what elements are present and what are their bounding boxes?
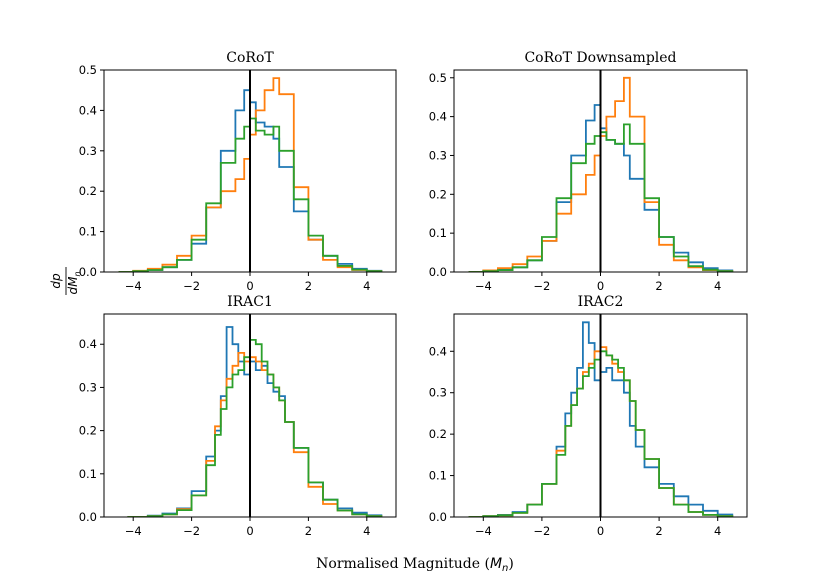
xlabel-close: ) (508, 556, 513, 572)
y-tick-label: 0.2 (429, 427, 447, 441)
x-tick-label: 2 (305, 524, 312, 538)
subplot-4: −4 −2 0 2 4 0.0 0.1 0.2 0.3 0.4 IRAC2 (429, 294, 748, 538)
subplot-title: IRAC2 (578, 294, 624, 310)
x-tick-label: −4 (475, 524, 492, 538)
y-tick-label: 0.3 (79, 380, 97, 394)
x-tick-label: 0 (597, 279, 604, 293)
subplot-title: IRAC1 (227, 294, 273, 310)
y-tick-label: 0.0 (429, 510, 447, 524)
series-group (127, 326, 383, 517)
x-tick-label: −2 (533, 279, 550, 293)
xlabel-subscript: n (502, 563, 508, 574)
y-tick-label: 0.1 (429, 226, 447, 240)
y-tick-label: 0.2 (429, 187, 447, 201)
y-tick-label: 0.1 (429, 469, 447, 483)
x-tick-label: 4 (363, 524, 370, 538)
y-tick-label: 0.0 (429, 265, 447, 279)
subplot-title: CoRoT (226, 50, 274, 66)
subplot-1: −4 −2 0 2 4 0.0 0.1 0.2 0.3 0.4 0.5 CoRoT (79, 50, 397, 293)
series-group (468, 76, 734, 272)
xlabel-text: Normalised Magnitude ( (316, 556, 490, 572)
y-axis-label: dp dMn (49, 267, 82, 295)
x-tick-label: −2 (183, 279, 200, 293)
y-tick-label: 0.1 (79, 467, 97, 481)
x-tick-label: 2 (655, 524, 662, 538)
y-tick-label: 0.4 (429, 344, 447, 358)
ylabel-denominator: dMn (66, 271, 82, 294)
y-tick-label: 0.2 (79, 424, 97, 438)
x-tick-label: 0 (597, 524, 604, 538)
ylabel-denominator-subscript: n (73, 271, 82, 276)
subplot-3: −4 −2 0 2 4 0.0 0.1 0.2 0.3 0.4 IRAC1 (79, 294, 397, 538)
ylabel-denominator-symbol: dM (66, 276, 80, 295)
xlabel-symbol: M (490, 556, 502, 572)
y-tick-label: 0.4 (429, 110, 447, 124)
x-tick-label: −2 (183, 524, 200, 538)
x-tick-label: 4 (363, 279, 370, 293)
x-tick-label: 2 (305, 279, 312, 293)
x-tick-label: −2 (533, 524, 550, 538)
y-tick-label: 0.3 (429, 148, 447, 162)
x-tick-label: 0 (246, 524, 253, 538)
series-green (118, 117, 383, 272)
ylabel-numerator: dp (49, 273, 63, 289)
y-tick-label: 0.4 (79, 337, 97, 351)
subplot-title: CoRoT Downsampled (524, 50, 676, 66)
y-tick-label: 0.2 (79, 184, 97, 198)
series-orange (127, 352, 383, 517)
x-tick-label: 4 (714, 524, 721, 538)
x-tick-label: −4 (475, 279, 492, 293)
y-tick-label: 0.0 (79, 510, 97, 524)
x-tick-label: −4 (125, 524, 142, 538)
series-green (127, 339, 383, 517)
series-green (468, 123, 734, 272)
subplot-2: −4 −2 0 2 4 0.0 0.1 0.2 0.3 0.4 0.5 CoRoT Downsampl… (429, 50, 748, 293)
y-tick-label: 0.5 (429, 71, 447, 85)
series-blue (127, 326, 383, 517)
x-tick-label: −4 (125, 279, 142, 293)
y-tick-label: 0.3 (79, 144, 97, 158)
subplot-grid: −4 −2 0 2 4 0.0 0.1 0.2 0.3 0.4 0.5 CoRoT −4 −2 0 2 4 0.0… (79, 50, 748, 538)
y-tick-label: 0.3 (429, 386, 447, 400)
x-tick-label: 4 (714, 279, 721, 293)
y-tick-label: 0.0 (79, 265, 97, 279)
series-group (118, 77, 383, 272)
x-tick-label: 2 (655, 279, 662, 293)
y-tick-label: 0.4 (79, 103, 97, 117)
x-tick-label: 0 (246, 279, 253, 293)
y-tick-label: 0.5 (79, 63, 97, 77)
x-axis-label: Normalised Magnitude (Mn) (316, 556, 514, 574)
y-tick-label: 0.1 (79, 225, 97, 239)
